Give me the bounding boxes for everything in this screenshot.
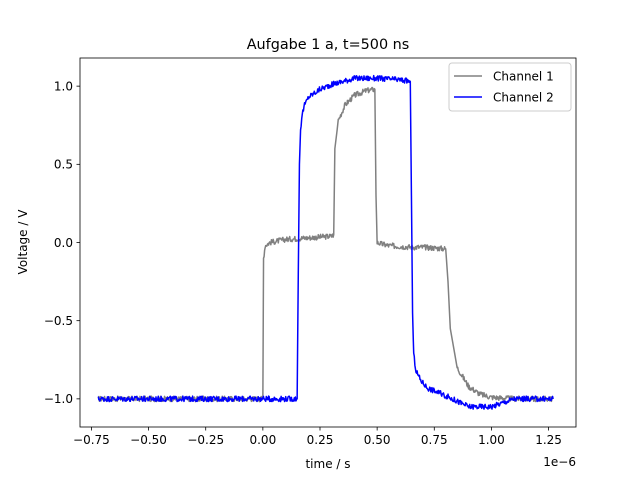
legend-box — [448, 62, 572, 112]
y-tick-label: 0.5 — [54, 158, 73, 172]
x-axis-offset-label: 1e−6 — [543, 455, 576, 469]
y-tick-label: −0.5 — [44, 314, 73, 328]
y-tick-label: 1.0 — [54, 79, 73, 93]
x-tick-label: −0.50 — [130, 433, 167, 447]
axes: −0.75 −0.50 −0.25 0.00 0.25 0.50 0.75 1.00 1.25 −… — [44, 79, 562, 447]
x-tick-label: −0.75 — [73, 433, 110, 447]
plot-frame — [79, 57, 577, 428]
y-axis-label: Voltage / V — [16, 209, 30, 275]
legend-label: Channel 2 — [493, 90, 554, 104]
chart-title: Aufgabe 1 a, t=500 ns — [247, 37, 410, 53]
series-line-channel-2 — [97, 74, 554, 410]
y-tick-label: −1.0 — [44, 392, 73, 406]
y-tick-label: 0.0 — [54, 236, 73, 250]
x-tick-label: −0.25 — [187, 433, 224, 447]
x-axis-label: time / s — [305, 457, 350, 471]
legend: Channel 1 Channel 2 — [448, 62, 572, 112]
x-tick-label: 1.00 — [478, 433, 505, 447]
x-tick-label: 0.50 — [364, 433, 391, 447]
x-tick-label: 0.00 — [249, 433, 276, 447]
legend-label: Channel 1 — [493, 69, 554, 83]
plot-area — [97, 74, 554, 410]
x-tick-label: 1.25 — [535, 433, 562, 447]
x-tick-label: 0.25 — [307, 433, 334, 447]
x-tick-label: 0.75 — [421, 433, 448, 447]
